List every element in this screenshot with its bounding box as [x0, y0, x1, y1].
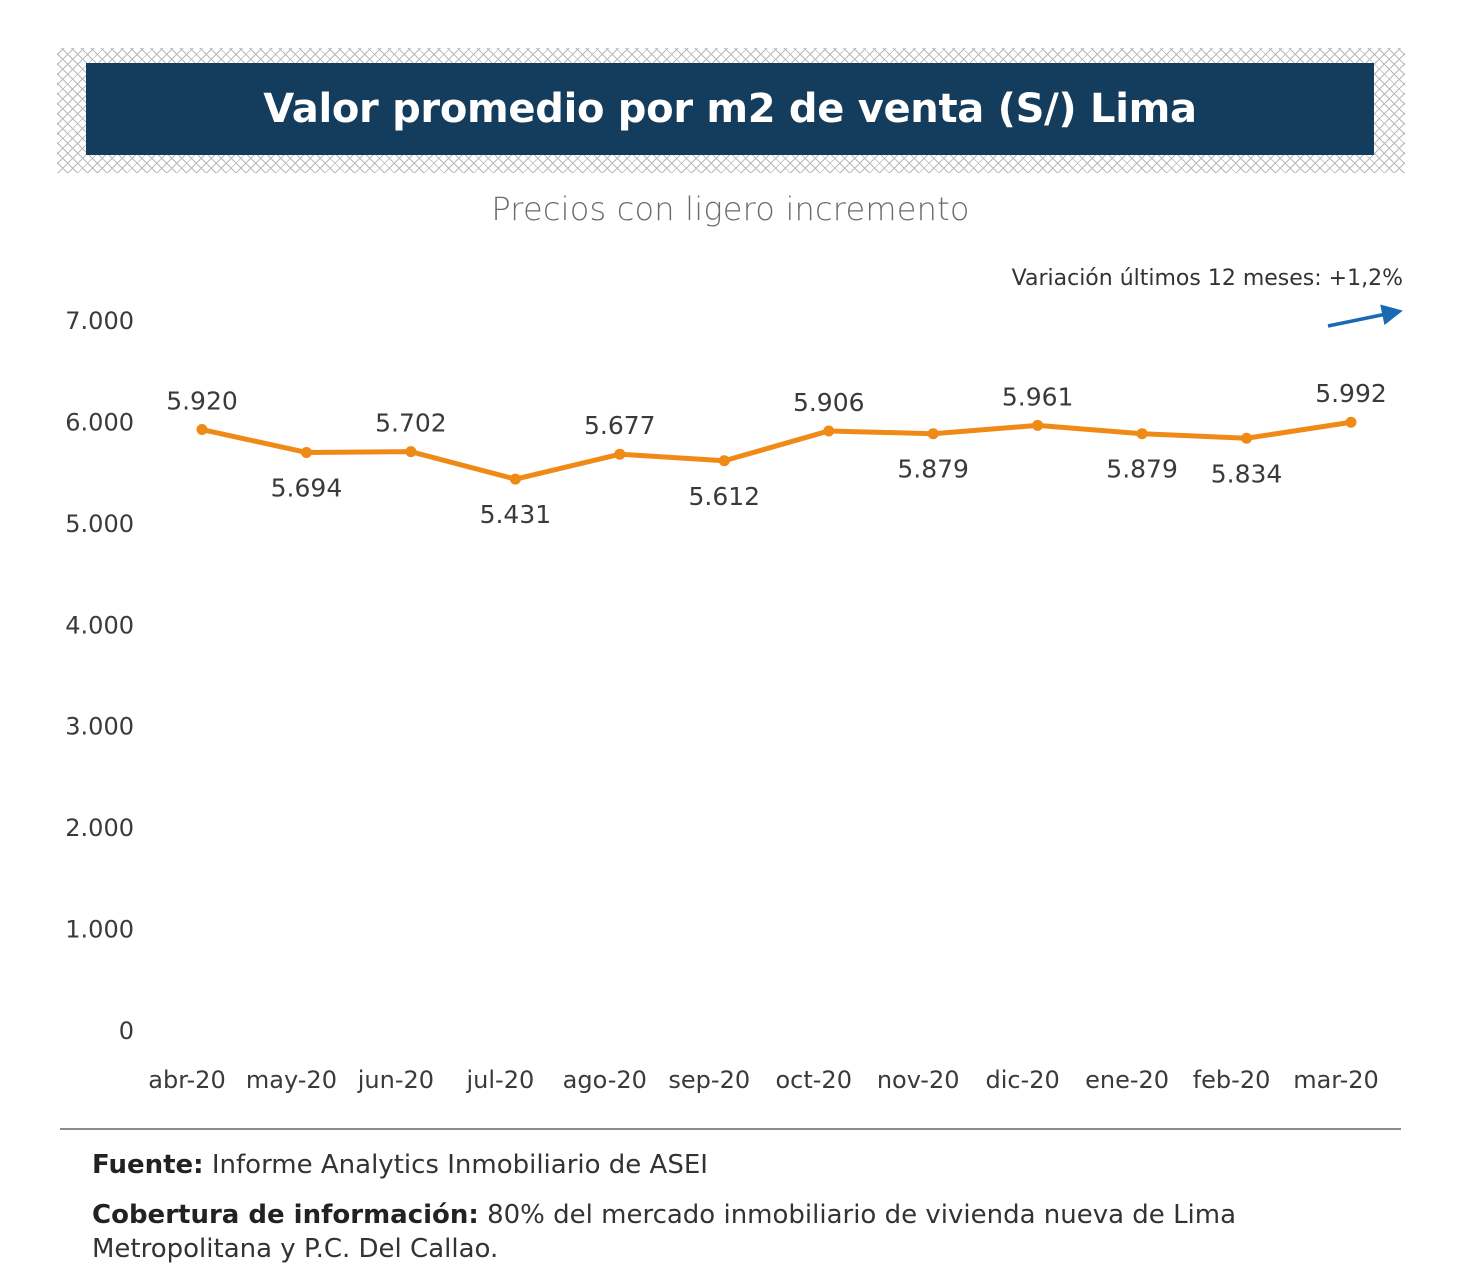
y-tick-label: 7.000 — [65, 307, 134, 335]
data-label: 5.431 — [480, 500, 552, 529]
x-tick-label: oct-20 — [775, 1066, 852, 1094]
y-tick-label: 2.000 — [65, 814, 134, 842]
x-tick-label: ago-20 — [563, 1066, 647, 1094]
data-label: 5.961 — [1002, 382, 1074, 411]
data-point — [927, 428, 939, 440]
data-point — [1241, 432, 1253, 444]
data-point — [509, 473, 521, 485]
y-tick-label: 4.000 — [65, 611, 134, 639]
header-banner: Valor promedio por m2 de venta (S/) Lima — [86, 63, 1374, 155]
footer-divider — [60, 1128, 1401, 1130]
x-tick-label: jun-20 — [357, 1066, 434, 1094]
x-axis: abr-20 may-20 jun-20 jul-20 ago-20 sep-20 oct-… — [148, 1066, 1379, 1094]
series-path — [199, 419, 1354, 482]
data-point — [300, 446, 312, 458]
x-tick-label: feb-20 — [1193, 1066, 1271, 1094]
data-label: 5.694 — [271, 473, 343, 502]
data-label: 5.992 — [1315, 379, 1387, 408]
variation-annotation: Variación últimos 12 meses: +1,2% — [1011, 266, 1403, 291]
data-point — [405, 446, 417, 458]
data-point — [1032, 419, 1044, 431]
source-label: Fuente: — [92, 1150, 204, 1180]
data-point — [1136, 428, 1148, 440]
data-labels: 5.920 5.694 5.702 5.431 5.677 5.612 5.906 5.879… — [166, 379, 1387, 529]
y-tick-label: 0 — [119, 1017, 134, 1045]
data-label: 5.879 — [897, 455, 969, 484]
y-axis: 0 1.000 2.000 3.000 4.000 5.000 6.000 7.000 — [65, 307, 134, 1045]
coverage-note: Cobertura de información: 80% del mercad… — [92, 1198, 1372, 1266]
x-tick-label: abr-20 — [148, 1066, 225, 1094]
y-tick-label: 5.000 — [65, 510, 134, 538]
chart-subtitle: Precios con ligero incremento — [491, 190, 970, 228]
data-label: 5.834 — [1211, 459, 1283, 488]
y-tick-label: 3.000 — [65, 713, 134, 741]
data-label: 5.920 — [166, 387, 238, 416]
x-tick-label: nov-20 — [877, 1066, 960, 1094]
data-point — [718, 455, 730, 467]
series-line — [196, 416, 1357, 485]
y-tick-label: 1.000 — [65, 916, 134, 944]
x-tick-label: sep-20 — [668, 1066, 750, 1094]
source-note: Fuente: Informe Analytics Inmobiliario d… — [92, 1148, 708, 1182]
x-tick-label: ene-20 — [1085, 1066, 1169, 1094]
data-point — [196, 424, 208, 436]
x-tick-label: mar-20 — [1293, 1066, 1379, 1094]
data-label: 5.879 — [1106, 455, 1178, 484]
x-tick-label: jul-20 — [465, 1066, 534, 1094]
data-point — [1345, 416, 1357, 428]
x-tick-label: may-20 — [246, 1066, 337, 1094]
data-label: 5.702 — [375, 409, 447, 438]
data-point — [823, 425, 835, 437]
coverage-label: Cobertura de información: — [92, 1200, 479, 1230]
data-label: 5.677 — [584, 411, 656, 440]
y-tick-label: 6.000 — [65, 408, 134, 436]
source-text: Informe Analytics Inmobiliario de ASEI — [203, 1150, 708, 1180]
data-label: 5.906 — [793, 388, 865, 417]
x-tick-label: dic-20 — [985, 1066, 1059, 1094]
data-label: 5.612 — [688, 482, 760, 511]
trend-up-arrow-icon — [1327, 304, 1403, 328]
coverage-text: 80% del mercado inmobiliario de vivienda… — [92, 1200, 1237, 1264]
data-point — [614, 448, 626, 460]
chart-title: Valor promedio por m2 de venta (S/) Lima — [263, 86, 1197, 132]
